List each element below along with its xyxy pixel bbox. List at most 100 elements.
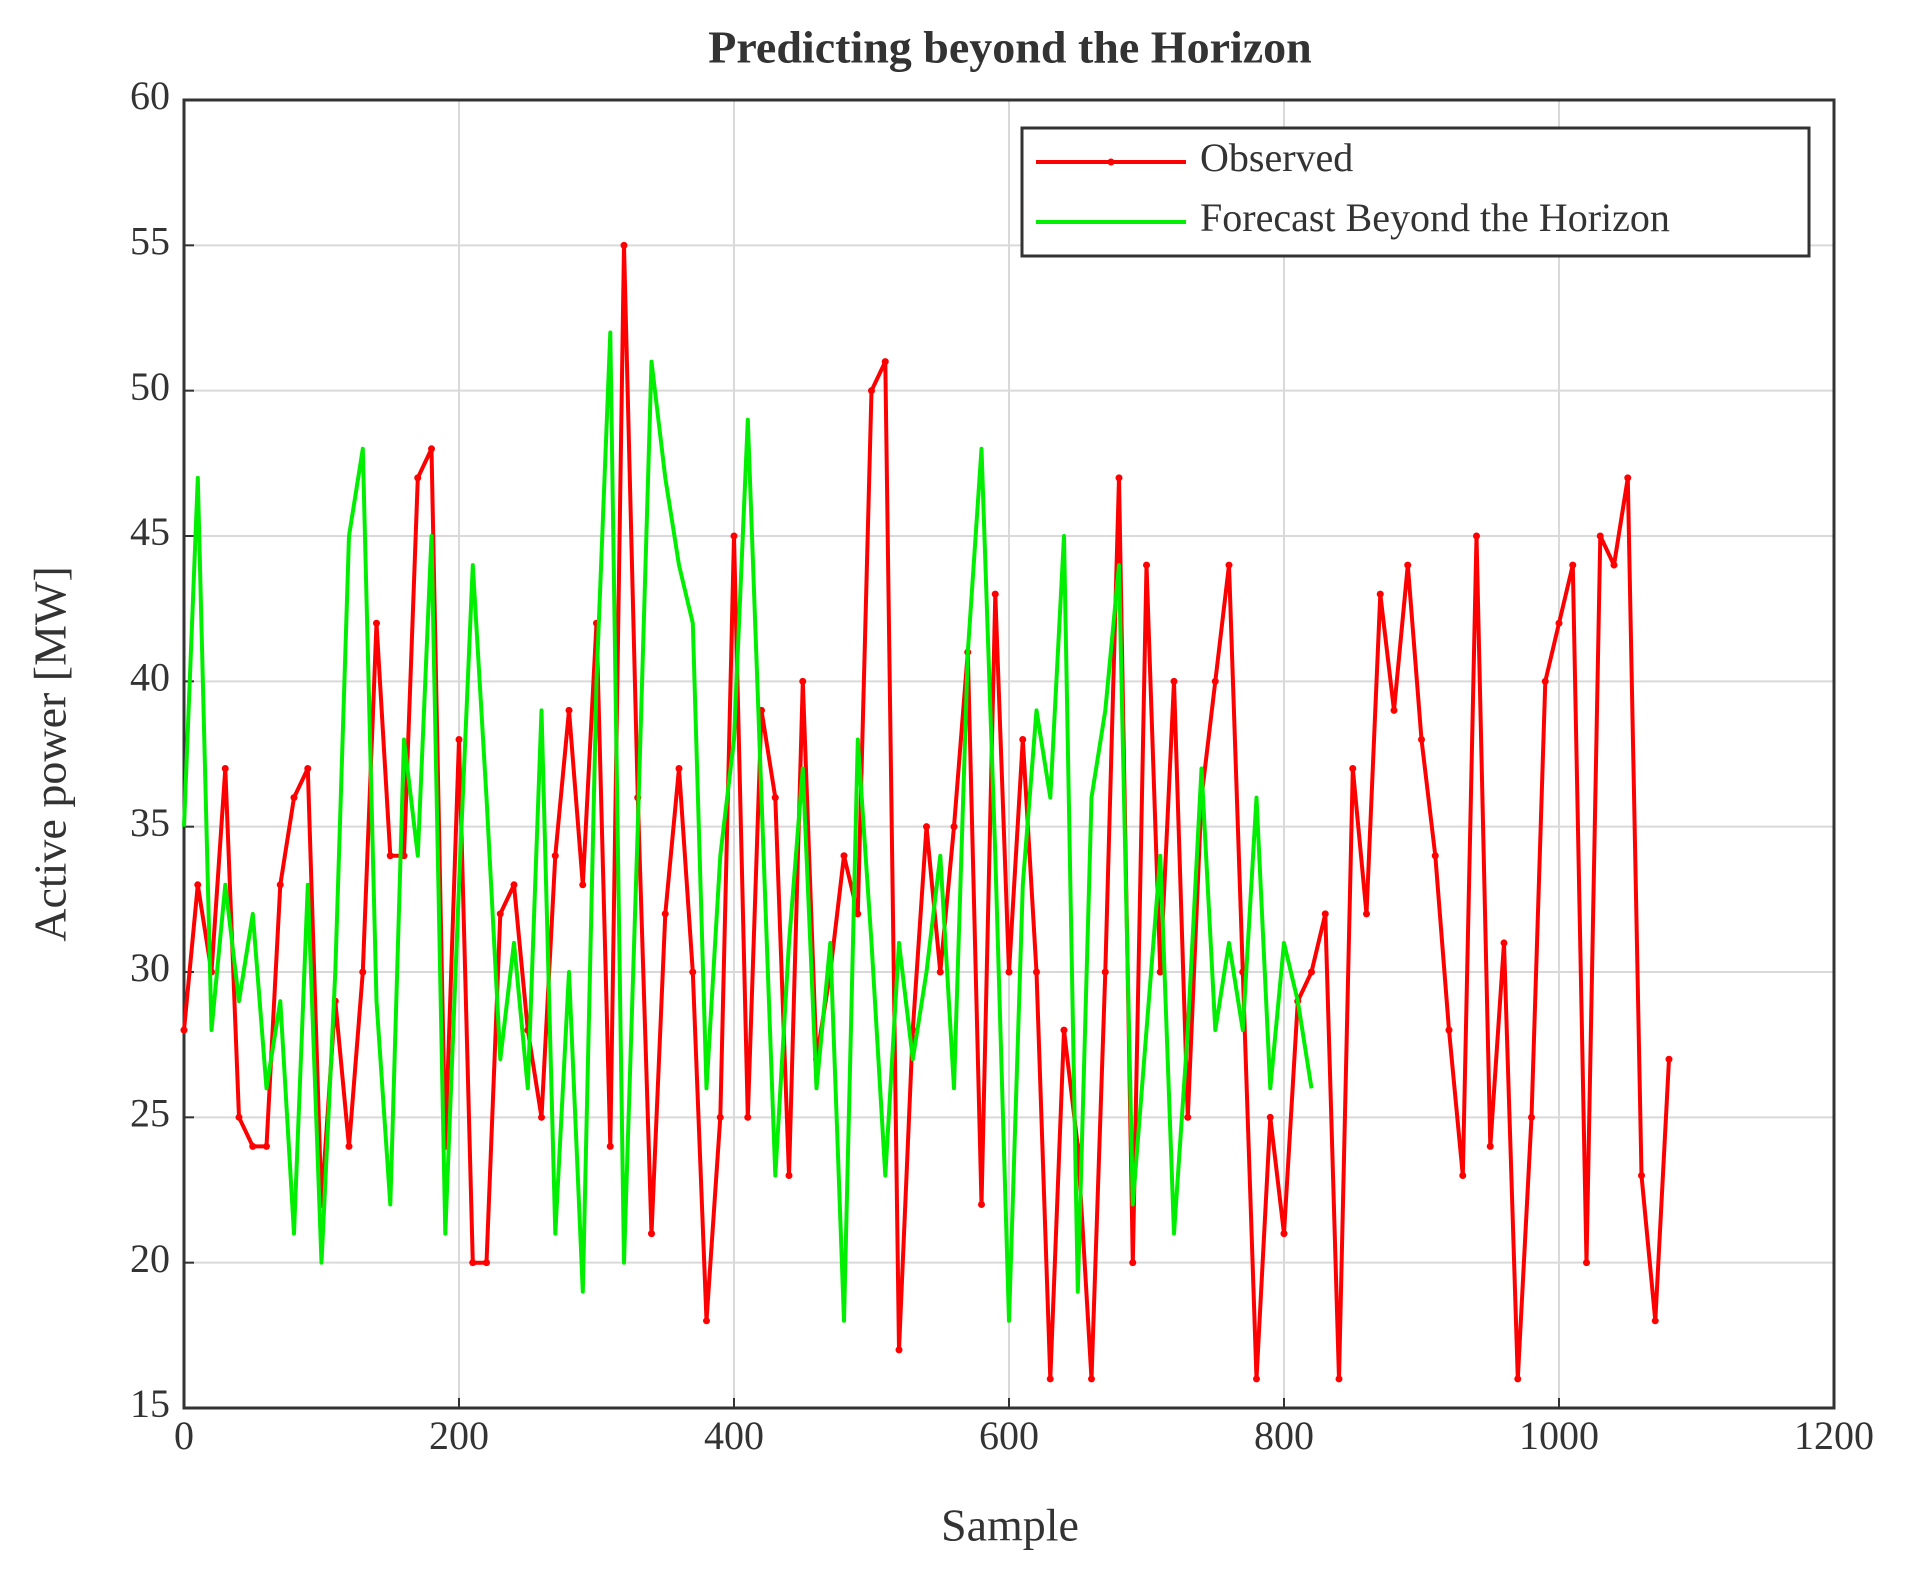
data-point [799,677,807,685]
data-point [689,968,697,976]
data-point [1211,677,1219,685]
x-tick-label: 200 [429,1413,489,1458]
data-point [1363,910,1370,918]
data-point [483,1259,490,1267]
data-point [620,241,628,249]
data-point [936,968,944,976]
data-point [455,735,463,743]
data-point [978,1201,985,1209]
data-point [1321,910,1329,918]
data-point [359,968,367,976]
data-point [510,881,518,889]
y-tick-label: 30 [130,945,170,990]
data-point [1445,1026,1453,1034]
data-point [180,1026,188,1034]
data-point [1156,968,1164,976]
data-point [1555,619,1563,627]
data-point [1088,1375,1095,1383]
y-tick-label: 25 [130,1091,170,1136]
data-point [854,910,862,918]
x-tick-label: 600 [979,1413,1039,1458]
data-point [304,765,312,773]
data-point [703,1317,710,1325]
data-point [386,852,394,860]
data-point [895,1346,903,1354]
data-point [1459,1171,1467,1179]
data-point [661,910,669,918]
data-point [648,1230,655,1238]
y-tick-label: 15 [130,1381,170,1426]
legend-marker [1107,158,1115,166]
data-point [1349,765,1357,773]
data-point [1665,1055,1673,1063]
data-point [1514,1375,1522,1383]
x-tick-label: 1000 [1519,1413,1599,1458]
data-point [373,619,380,627]
data-point [771,794,779,802]
data-point [428,445,435,453]
y-tick-label: 20 [130,1236,170,1281]
y-tick-label: 50 [130,364,170,409]
data-point [1638,1171,1645,1179]
data-point [1473,532,1480,540]
data-point [1624,474,1632,482]
data-point [1143,561,1150,569]
data-point [1253,1375,1260,1383]
data-point [1060,1026,1068,1034]
data-point [868,387,875,395]
data-point [1418,735,1425,743]
data-point [235,1113,243,1121]
data-point [1528,1113,1535,1121]
data-point [1431,852,1439,860]
legend-label: Forecast Beyond the Horizon [1200,195,1670,240]
data-point [716,1113,724,1121]
y-tick-label: 55 [130,219,170,264]
data-point [551,852,559,860]
data-point [1115,474,1123,482]
data-point [1005,968,1013,976]
data-point [1170,677,1178,685]
y-axis-label: Active power [MW] [25,566,76,942]
data-point [538,1113,545,1121]
data-point [923,823,930,831]
series-line [182,330,1314,1323]
legend: Observed Forecast Beyond the Horizon [1020,126,1811,258]
x-tick-label: 800 [1254,1413,1314,1458]
data-point [249,1142,257,1150]
data-point [675,765,683,773]
data-point [606,1142,614,1150]
x-tick-label: 1200 [1794,1413,1874,1458]
data-point [290,794,298,802]
data-point [744,1113,752,1121]
data-point [1596,532,1604,540]
data-point [579,881,587,889]
data-point [1225,561,1233,569]
data-point [1266,1113,1274,1121]
data-point [345,1142,353,1150]
data-point [1500,939,1508,947]
data-point [1101,968,1109,976]
legend-box [1020,126,1811,258]
data-point [1033,968,1040,976]
x-tick-label: 0 [174,1413,194,1458]
data-point [950,823,958,831]
data-point [1610,561,1618,569]
data-point [991,590,999,598]
data-point [194,881,202,889]
data-point [1280,1230,1288,1238]
data-point [1651,1317,1659,1325]
data-point [1390,706,1398,714]
y-tick-label: 60 [130,73,170,118]
y-tick-label: 40 [130,655,170,700]
data-point [1404,561,1412,569]
data-point [263,1142,270,1150]
data-point [1019,735,1027,743]
plot-frame [182,98,1836,1410]
data-point [221,765,229,773]
data-point [1308,968,1315,976]
data-point [1583,1259,1590,1267]
data-point [565,706,573,714]
data-point [840,852,848,860]
x-tick-label: 400 [704,1413,764,1458]
data-point [1541,677,1549,685]
